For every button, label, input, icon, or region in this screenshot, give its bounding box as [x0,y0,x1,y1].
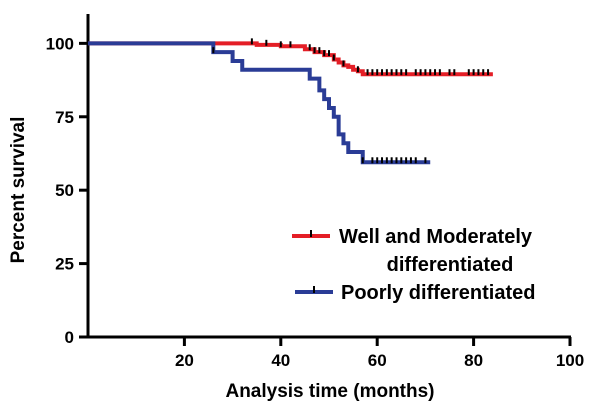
legend-label: Poorly differentiated [341,282,535,304]
y-tick-label: 25 [55,255,74,274]
x-tick-label: 60 [368,351,387,370]
legend-label: Well and Moderately [339,226,533,248]
legend-item-1: Well and Moderately differentiated [292,226,533,276]
x-tick-label: 100 [556,351,584,370]
legend: Well and Moderately differentiated Poorly … [292,226,535,304]
y-tick-label: 50 [55,181,74,200]
series-1 [88,38,493,77]
x-tick-label: 20 [175,351,194,370]
axes: 0 25 50 75 100 20 40 60 80 100 [46,14,584,370]
series-2 [88,41,431,165]
x-tick-label: 80 [464,351,483,370]
legend-item-2: Poorly differentiated [295,282,535,304]
series-line [88,41,431,165]
y-tick-label: 75 [55,108,74,127]
x-axis-title: Analysis time (months) [225,381,434,402]
y-tick-label: 100 [46,34,74,53]
legend-label: differentiated [387,254,514,276]
y-tick-label: 0 [65,328,74,347]
y-axis-title: Percent survival [8,117,29,264]
x-tick-label: 40 [271,351,290,370]
series-layer [88,38,493,165]
